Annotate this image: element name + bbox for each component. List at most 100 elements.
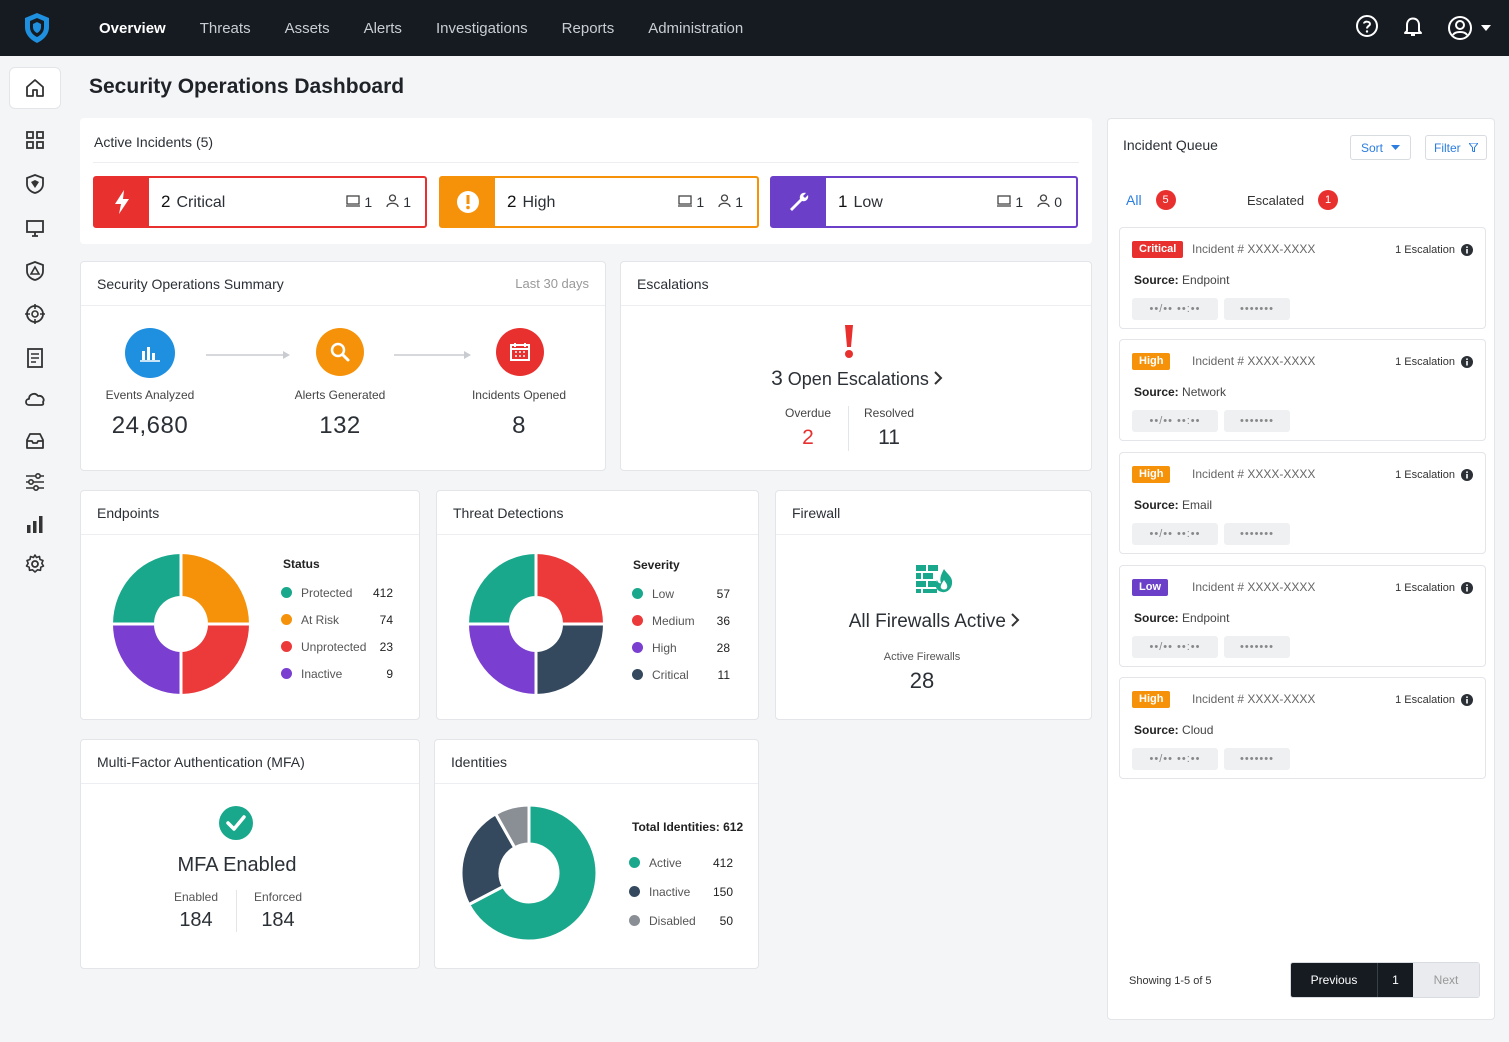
magnifier-icon (316, 328, 364, 376)
user-avatar-icon[interactable] (1447, 15, 1491, 41)
queue-item[interactable]: High Incident # XXXX-XXXX 1 Escalation Sour… (1119, 339, 1486, 441)
threats-donut (469, 554, 603, 694)
shield-logo-icon[interactable] (0, 12, 74, 44)
info-icon[interactable] (1461, 694, 1473, 706)
chevron-down-icon (1391, 145, 1401, 150)
timestamp-pill: ••/•• ••:•• (1132, 410, 1218, 432)
page-1-button[interactable]: 1 (1377, 963, 1413, 997)
legend-medium-value: 36 (716, 613, 730, 628)
legend-critical-value: 11 (717, 667, 730, 682)
source-label: Source: (1134, 385, 1179, 399)
low-count: 1 (838, 192, 848, 211)
nav-threats[interactable]: Threats (199, 19, 251, 37)
top-navigation-bar: Overview Threats Assets Alerts Investiga… (0, 0, 1509, 56)
sliders-icon[interactable] (9, 461, 61, 503)
legend-unprotected: Unprotected (301, 639, 367, 654)
source-value: Cloud (1182, 723, 1214, 737)
queue-item[interactable]: Low Incident # XXXX-XXXX 1 Escalation Sourc… (1119, 565, 1486, 667)
queue-item[interactable]: High Incident # XXXX-XXXX 1 Escalation Sour… (1119, 452, 1486, 554)
chart-icon (125, 328, 175, 378)
escalation-count: 1 Escalation (1395, 356, 1473, 368)
low-users: 0 (1054, 194, 1062, 210)
threats-card: Threat Detections Severity Low 57 Medium 3… (436, 490, 759, 720)
info-icon[interactable] (1461, 582, 1473, 594)
device-icon (346, 194, 361, 210)
sort-button[interactable]: Sort (1350, 135, 1412, 160)
nav-assets[interactable]: Assets (284, 19, 330, 37)
escalations-title: Escalations (621, 262, 1091, 306)
filter-button[interactable]: Filter (1425, 135, 1487, 160)
high-count: 2 (507, 192, 517, 211)
high-incident-card[interactable]: 2 High 1 1 (439, 176, 759, 228)
chevron-right-icon (934, 369, 943, 389)
sort-label: Sort (1361, 140, 1384, 155)
user-icon (718, 194, 731, 210)
low-incident-card[interactable]: 1 Low 1 0 (770, 176, 1078, 228)
bell-icon[interactable] (1401, 14, 1425, 43)
events-value: 24,680 (111, 412, 189, 439)
high-label: High (522, 194, 556, 211)
gear-icon[interactable] (9, 543, 61, 585)
identities-donut (459, 803, 599, 943)
nav-administration[interactable]: Administration (648, 19, 744, 37)
arrow-connector (206, 351, 290, 359)
next-button[interactable]: Next (1413, 963, 1479, 997)
nav-investigations[interactable]: Investigations (435, 19, 528, 37)
bar-chart-icon[interactable] (9, 503, 61, 545)
info-icon[interactable] (1461, 469, 1473, 481)
queue-item[interactable]: Critical Incident # XXXX-XXXX 1 Escalation… (1119, 227, 1486, 329)
arrow-connector (394, 351, 471, 359)
source-label: Source: (1134, 273, 1179, 287)
info-icon[interactable] (1461, 244, 1473, 256)
filter-icon (1468, 143, 1478, 152)
firewall-title: Firewall (776, 491, 1091, 535)
mfa-status: MFA Enabled (177, 854, 297, 876)
severity-badge: Low (1132, 579, 1168, 596)
device-icon (678, 194, 693, 210)
home-icon[interactable] (9, 67, 61, 109)
firewall-status-link[interactable]: All Firewalls Active (776, 611, 1093, 633)
legend-inactive: Inactive (649, 884, 691, 899)
critical-incident-card[interactable]: 2 Critical 1 1 (93, 176, 427, 228)
nav-reports[interactable]: Reports (561, 19, 615, 37)
queue-item[interactable]: High Incident # XXXX-XXXX 1 Escalation Sour… (1119, 677, 1486, 779)
grid-icon[interactable] (9, 119, 61, 161)
source-value: Network (1182, 385, 1227, 399)
monitor-icon[interactable] (9, 207, 61, 249)
inbox-icon[interactable] (9, 420, 61, 462)
incidents-label: Incidents Opened (471, 388, 567, 402)
severity-badge: High (1132, 691, 1171, 708)
legend-unprotected-value: 23 (379, 639, 393, 654)
escalation-count: 1 Escalation (1395, 694, 1473, 706)
critical-devices: 1 (364, 194, 373, 210)
previous-button[interactable]: Previous (1291, 963, 1377, 997)
info-icon[interactable] (1461, 356, 1473, 368)
threats-legend: Low 57 Medium 36 High 28 Critical 11 (632, 580, 730, 688)
alerts-value: 132 (319, 412, 361, 439)
timestamp-pill: ••/•• ••:•• (1132, 298, 1218, 320)
identities-title: Identities (435, 740, 758, 784)
queue-title: Incident Queue (1123, 137, 1218, 153)
open-escalations-link[interactable]: 3 Open Escalations (621, 367, 1093, 391)
endpoints-legend-title: Status (283, 557, 320, 571)
crosshair-icon[interactable] (9, 293, 61, 335)
cloud-icon[interactable] (9, 378, 61, 420)
shield-icon[interactable] (9, 163, 61, 205)
summary-range: Last 30 days (515, 276, 589, 291)
source-label: Source: (1134, 611, 1179, 625)
help-icon[interactable] (1355, 14, 1379, 43)
report-icon[interactable] (9, 337, 61, 379)
nav-overview[interactable]: Overview (99, 19, 166, 37)
alert-shield-icon[interactable] (9, 250, 61, 292)
sidebar (0, 56, 68, 1042)
critical-count: 2 (161, 192, 171, 211)
tab-all[interactable]: All 5 (1126, 190, 1176, 210)
calendar-icon (496, 328, 544, 376)
nav-alerts[interactable]: Alerts (363, 19, 402, 37)
incidents-value: 8 (512, 412, 526, 439)
escalation-count: 1 Escalation (1395, 469, 1473, 481)
severity-badge: Critical (1132, 241, 1184, 258)
identities-slice-disabled (493, 803, 531, 850)
pagination: Previous 1 Next (1290, 962, 1480, 998)
tab-escalated[interactable]: Escalated 1 (1247, 190, 1339, 210)
